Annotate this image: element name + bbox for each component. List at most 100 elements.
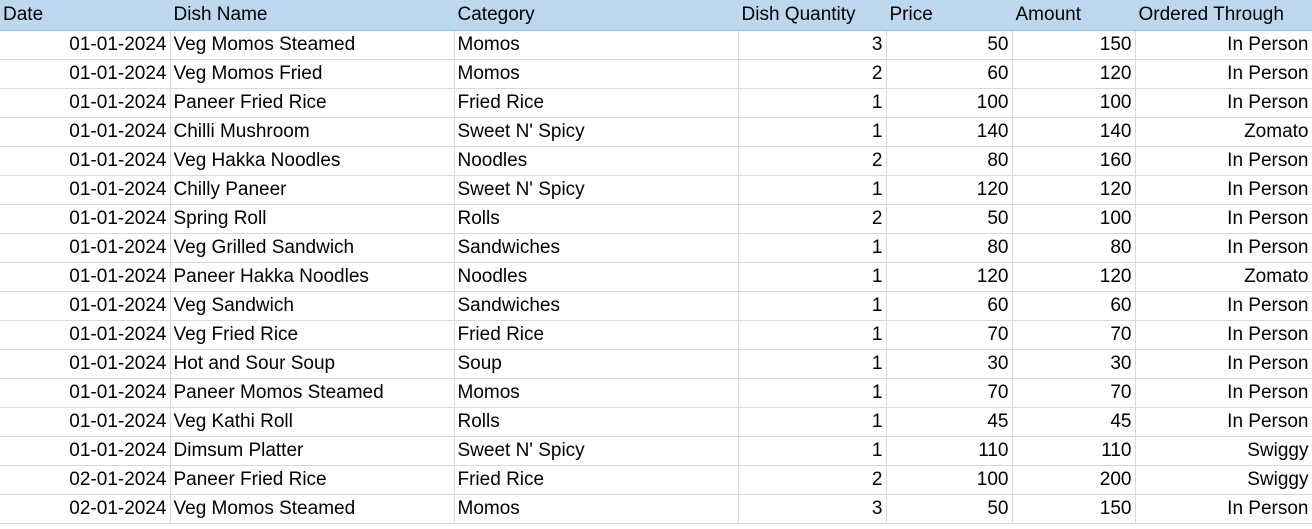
cell-dish-name[interactable]: Veg Kathi Roll (170, 407, 455, 437)
header-ordered-through[interactable]: Ordered Through (1135, 0, 1312, 31)
cell-category[interactable]: Noodles (454, 146, 739, 176)
cell-dish-quantity[interactable]: 2 (738, 59, 887, 89)
cell-dish-quantity[interactable]: 1 (738, 407, 887, 437)
cell-category[interactable]: Rolls (454, 204, 739, 234)
cell-price[interactable]: 50 (886, 204, 1013, 234)
cell-dish-quantity[interactable]: 1 (738, 320, 887, 350)
cell-date[interactable]: 01-01-2024 (0, 204, 171, 234)
cell-ordered-through[interactable]: Swiggy (1135, 436, 1312, 466)
cell-price[interactable]: 60 (886, 59, 1013, 89)
cell-date[interactable]: 01-01-2024 (0, 117, 171, 147)
cell-price[interactable]: 80 (886, 233, 1013, 263)
cell-dish-quantity[interactable]: 1 (738, 291, 887, 321)
cell-ordered-through[interactable]: In Person (1135, 204, 1312, 234)
cell-date[interactable]: 01-01-2024 (0, 146, 171, 176)
cell-category[interactable]: Soup (454, 349, 739, 379)
cell-dish-name[interactable]: Veg Momos Steamed (170, 494, 455, 524)
cell-dish-quantity[interactable]: 3 (738, 494, 887, 524)
cell-price[interactable]: 30 (886, 349, 1013, 379)
cell-category[interactable]: Fried Rice (454, 465, 739, 495)
cell-price[interactable]: 120 (886, 175, 1013, 205)
cell-dish-name[interactable]: Chilli Mushroom (170, 117, 455, 147)
cell-price[interactable]: 50 (886, 30, 1013, 60)
cell-dish-quantity[interactable]: 1 (738, 117, 887, 147)
cell-dish-quantity[interactable]: 1 (738, 436, 887, 466)
cell-category[interactable]: Momos (454, 59, 739, 89)
cell-dish-quantity[interactable]: 1 (738, 349, 887, 379)
cell-amount[interactable]: 45 (1012, 407, 1136, 437)
cell-ordered-through[interactable]: In Person (1135, 88, 1312, 118)
cell-date[interactable]: 01-01-2024 (0, 30, 171, 60)
cell-category[interactable]: Sweet N' Spicy (454, 117, 739, 147)
cell-amount[interactable]: 70 (1012, 320, 1136, 350)
cell-amount[interactable]: 30 (1012, 349, 1136, 379)
cell-ordered-through[interactable]: Zomato (1135, 117, 1312, 147)
cell-price[interactable]: 70 (886, 378, 1013, 408)
cell-amount[interactable]: 150 (1012, 494, 1136, 524)
cell-dish-name[interactable]: Spring Roll (170, 204, 455, 234)
cell-dish-name[interactable]: Dimsum Platter (170, 436, 455, 466)
cell-date[interactable]: 01-01-2024 (0, 59, 171, 89)
cell-category[interactable]: Momos (454, 494, 739, 524)
cell-dish-name[interactable]: Veg Momos Steamed (170, 30, 455, 60)
cell-dish-name[interactable]: Hot and Sour Soup (170, 349, 455, 379)
cell-price[interactable]: 45 (886, 407, 1013, 437)
cell-ordered-through[interactable]: In Person (1135, 175, 1312, 205)
cell-amount[interactable]: 120 (1012, 59, 1136, 89)
cell-dish-name[interactable]: Veg Fried Rice (170, 320, 455, 350)
cell-category[interactable]: Noodles (454, 262, 739, 292)
cell-price[interactable]: 140 (886, 117, 1013, 147)
cell-dish-quantity[interactable]: 2 (738, 204, 887, 234)
cell-date[interactable]: 01-01-2024 (0, 320, 171, 350)
cell-ordered-through[interactable]: Swiggy (1135, 465, 1312, 495)
cell-date[interactable]: 01-01-2024 (0, 436, 171, 466)
cell-date[interactable]: 01-01-2024 (0, 378, 171, 408)
cell-price[interactable]: 50 (886, 494, 1013, 524)
cell-ordered-through[interactable]: In Person (1135, 349, 1312, 379)
cell-amount[interactable]: 200 (1012, 465, 1136, 495)
cell-category[interactable]: Sandwiches (454, 291, 739, 321)
cell-date[interactable]: 01-01-2024 (0, 88, 171, 118)
cell-date[interactable]: 02-01-2024 (0, 465, 171, 495)
cell-price[interactable]: 100 (886, 465, 1013, 495)
header-date[interactable]: Date (0, 0, 171, 31)
cell-category[interactable]: Fried Rice (454, 88, 739, 118)
cell-ordered-through[interactable]: In Person (1135, 291, 1312, 321)
cell-amount[interactable]: 160 (1012, 146, 1136, 176)
cell-ordered-through[interactable]: In Person (1135, 320, 1312, 350)
cell-dish-name[interactable]: Paneer Fried Rice (170, 465, 455, 495)
cell-amount[interactable]: 70 (1012, 378, 1136, 408)
cell-ordered-through[interactable]: In Person (1135, 494, 1312, 524)
cell-dish-name[interactable]: Chilly Paneer (170, 175, 455, 205)
cell-amount[interactable]: 120 (1012, 262, 1136, 292)
cell-dish-name[interactable]: Veg Momos Fried (170, 59, 455, 89)
cell-date[interactable]: 01-01-2024 (0, 175, 171, 205)
cell-ordered-through[interactable]: In Person (1135, 378, 1312, 408)
cell-ordered-through[interactable]: Zomato (1135, 262, 1312, 292)
cell-dish-name[interactable]: Paneer Fried Rice (170, 88, 455, 118)
cell-ordered-through[interactable]: In Person (1135, 30, 1312, 60)
cell-dish-quantity[interactable]: 2 (738, 146, 887, 176)
cell-amount[interactable]: 140 (1012, 117, 1136, 147)
cell-category[interactable]: Momos (454, 30, 739, 60)
cell-date[interactable]: 01-01-2024 (0, 291, 171, 321)
cell-amount[interactable]: 110 (1012, 436, 1136, 466)
cell-price[interactable]: 70 (886, 320, 1013, 350)
cell-date[interactable]: 01-01-2024 (0, 262, 171, 292)
cell-category[interactable]: Sandwiches (454, 233, 739, 263)
cell-dish-quantity[interactable]: 1 (738, 233, 887, 263)
cell-amount[interactable]: 150 (1012, 30, 1136, 60)
cell-dish-quantity[interactable]: 1 (738, 175, 887, 205)
cell-dish-quantity[interactable]: 1 (738, 88, 887, 118)
cell-dish-quantity[interactable]: 1 (738, 262, 887, 292)
cell-ordered-through[interactable]: In Person (1135, 59, 1312, 89)
cell-amount[interactable]: 100 (1012, 88, 1136, 118)
header-amount[interactable]: Amount (1012, 0, 1136, 31)
cell-price[interactable]: 120 (886, 262, 1013, 292)
cell-category[interactable]: Sweet N' Spicy (454, 175, 739, 205)
cell-date[interactable]: 01-01-2024 (0, 407, 171, 437)
cell-category[interactable]: Momos (454, 378, 739, 408)
cell-date[interactable]: 02-01-2024 (0, 494, 171, 524)
cell-ordered-through[interactable]: In Person (1135, 233, 1312, 263)
cell-category[interactable]: Fried Rice (454, 320, 739, 350)
